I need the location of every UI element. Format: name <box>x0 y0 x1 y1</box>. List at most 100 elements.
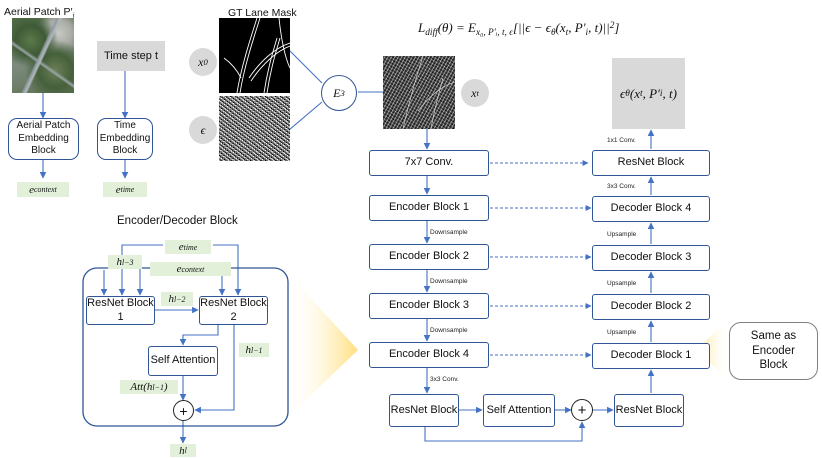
detail-e-context-text: e <box>176 263 182 275</box>
loss-rest-sub: θ <box>550 27 556 38</box>
detail-e-context-tag: e context <box>150 262 231 276</box>
detail-e-time-sub: time <box>183 242 198 252</box>
h-l1-text: h <box>245 344 252 356</box>
detail-edge-skip-plus <box>194 325 235 414</box>
detail-plus-sign: + <box>179 402 188 419</box>
decoder-2-label: Decoder Block 2 <box>610 300 692 313</box>
loss-body: (θ) = E <box>437 20 476 35</box>
att-text: Att(h <box>130 381 153 393</box>
edge-noise-to-e3 <box>288 101 323 131</box>
time-embedding-label: Time Embedding Block <box>99 120 151 157</box>
detail-resnet-block-1: ResNet Block 1 <box>86 296 155 325</box>
detail-e-context-sub: context <box>181 264 205 274</box>
conv1-label: 1x1 Conv. <box>607 137 636 144</box>
edge-skip-bottleneck <box>424 421 586 442</box>
aerial-embedding-label: Aerial Patch Embedding Block <box>16 120 71 157</box>
detail-resnet-block-2: ResNet Block 2 <box>199 296 268 325</box>
downsample-label-3: Downsample <box>430 327 468 334</box>
lane-lines-icon <box>223 17 291 94</box>
e-time-sub: time <box>120 185 135 194</box>
detail-h-l2-tag: h l−2 <box>161 292 193 306</box>
decoder-block-2: Decoder Block 2 <box>592 294 710 320</box>
time-embedding-block: Time Embedding Block <box>97 118 153 160</box>
epsilon-text: ϵ <box>200 122 206 137</box>
x0-text: x <box>198 54 204 69</box>
detail-h-l1-tag: h l−1 <box>239 343 269 357</box>
bottleneck-plus-sign: + <box>577 401 587 419</box>
encoder-4-label: Encoder Block 4 <box>388 348 470 361</box>
upsample-label-2: Upsample <box>607 280 637 287</box>
encoder-block-1: Encoder Block 1 <box>369 195 489 221</box>
resnet-top-block: ResNet Block <box>592 150 710 176</box>
gt-lane-mask-image <box>219 17 291 94</box>
loss-rest: [||ϵ − ϵ <box>512 20 551 35</box>
same-as-encoder-text: Same as Encoder Block <box>750 330 797 372</box>
h-l1-sub: l−1 <box>251 345 263 355</box>
bottleneck-resnet-2-label: ResNet Block <box>615 403 683 416</box>
e-context-tag: e context <box>17 182 69 197</box>
out-args: (x <box>629 85 640 101</box>
out-args-sub: t <box>639 88 643 99</box>
detail-att-tag: Att(h l−1) <box>120 380 178 394</box>
att-end: ) <box>163 381 168 393</box>
loss-tail: (x <box>555 20 566 35</box>
h-l-text: h <box>179 444 185 457</box>
aerial-patch-image <box>12 18 74 93</box>
detail-attention-label: Self Attention <box>150 354 216 367</box>
epsilon-node: ϵ <box>189 116 217 144</box>
conv7-block: 7x7 Conv. <box>369 150 489 176</box>
aerial-patch-title-sub: i <box>72 10 75 20</box>
detail-h-l3-tag: h l−3 <box>108 255 142 269</box>
resnet-top-label: ResNet Block <box>617 156 685 169</box>
loss-close: ] <box>614 20 620 35</box>
encoder-block-3: Encoder Block 3 <box>369 293 489 319</box>
decoder-4-label: Decoder Block 4 <box>610 202 692 215</box>
bottleneck-resnet-1-label: ResNet Block <box>390 403 458 416</box>
decoder-block-3: Decoder Block 3 <box>592 245 710 271</box>
detail-resnet-2-label: ResNet Block 2 <box>200 296 267 323</box>
detail-self-attention: Self Attention <box>148 346 218 376</box>
xt-text: x <box>471 85 477 100</box>
xt-noisy-image <box>383 55 456 130</box>
upsample-label-1: Upsample <box>607 231 637 238</box>
out-eps-sub: θ <box>625 88 630 99</box>
conv7-label: 7x7 Conv. <box>404 156 454 169</box>
noise-image <box>219 96 290 161</box>
loss-e-sub: x₀, P′ᵢ, t, ϵ <box>475 27 513 38</box>
loss-l-sub: diff <box>425 27 438 38</box>
detail-plus: + <box>173 400 194 421</box>
bottleneck-resnet-2: ResNet Block <box>614 394 684 427</box>
out-args3: , t) <box>662 85 677 101</box>
detail-e-time-text: e <box>178 241 184 253</box>
aerial-patch-title: Aerial Patch P′i <box>4 6 75 19</box>
loss-l: L <box>418 20 426 35</box>
encoder-1-label: Encoder Block 1 <box>388 201 470 214</box>
out-args2-sub: i <box>659 88 663 99</box>
x0-sub: 0 <box>203 57 208 67</box>
detail-title: Encoder/Decoder Block <box>117 215 238 227</box>
conv3-top-label: 3x3 Conv. <box>607 183 636 190</box>
detail-edge-etime-r1 <box>118 244 163 296</box>
conv3-bottom-label: 3x3 Conv. <box>430 376 459 383</box>
bottleneck-plus: + <box>571 399 593 421</box>
decoder-block-1: Decoder Block 1 <box>592 343 710 369</box>
loss-tail2-sub: i <box>585 27 589 38</box>
out-eps: ϵ <box>620 85 626 101</box>
e-time-text: e <box>115 183 121 196</box>
detail-edge-r2-to-attn <box>179 325 219 346</box>
detail-resnet-1-label: ResNet Block 1 <box>87 296 154 323</box>
encoder-block-4: Encoder Block 4 <box>369 342 489 368</box>
h-l3-sub: l−3 <box>122 257 134 267</box>
downsample-label-2: Downsample <box>430 278 468 285</box>
loss-tail-sub: t <box>565 27 569 38</box>
e3-text: E <box>333 85 341 100</box>
e-context-text: e <box>29 183 35 196</box>
e-time-tag: e time <box>103 182 147 197</box>
detail-edge-econtext-r1 <box>136 267 148 296</box>
bottleneck-attention-label: Self Attention <box>486 403 552 416</box>
xt-sub: t <box>476 88 479 98</box>
